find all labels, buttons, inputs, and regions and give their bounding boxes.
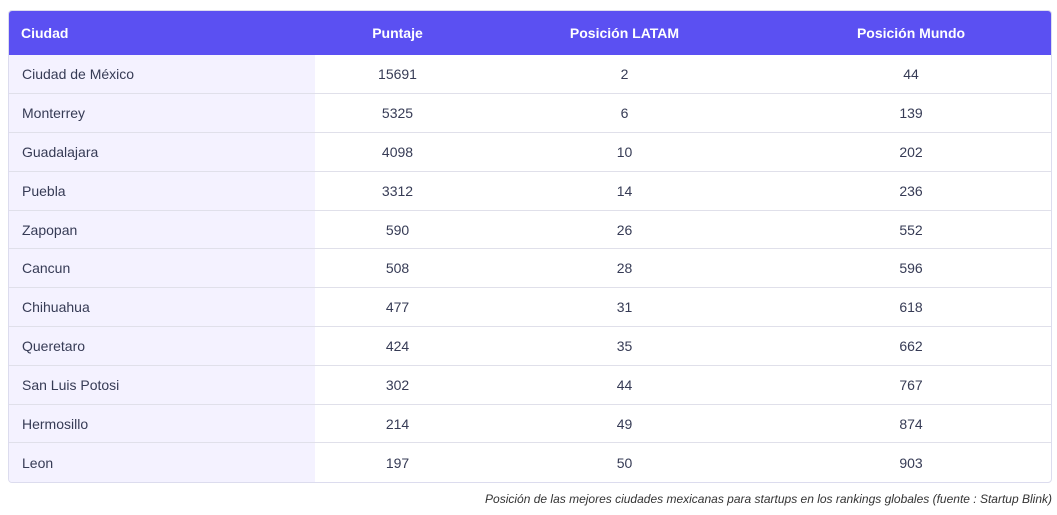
cell-city: Cancun xyxy=(9,248,315,288)
table-row: Guadalajara 4098 10 202 xyxy=(9,132,1051,172)
cell-latam: 10 xyxy=(480,132,769,172)
cell-city: Chihuahua xyxy=(9,287,315,327)
cell-latam: 28 xyxy=(480,248,769,288)
cell-latam: 26 xyxy=(480,209,769,249)
table-body: Ciudad de México 15691 2 44 Monterrey 53… xyxy=(9,55,1051,482)
cell-city: Monterrey xyxy=(9,93,315,133)
cell-world: 236 xyxy=(769,170,1051,211)
cell-latam: 31 xyxy=(480,287,769,327)
cell-score: 590 xyxy=(315,209,480,249)
cell-city: Guadalajara xyxy=(9,132,315,172)
cell-world: 662 xyxy=(769,326,1051,366)
header-world: Posición Mundo xyxy=(856,25,966,41)
table-row: Chihuahua 477 31 618 xyxy=(9,287,1051,327)
cell-latam: 2 xyxy=(620,66,629,83)
cell-world: 903 xyxy=(769,442,1051,482)
table-row: Queretaro 424 35 662 xyxy=(9,326,1051,366)
cell-score: 214 xyxy=(315,403,480,443)
cell-world: 44 xyxy=(903,66,919,83)
table-row: San Luis Potosi 302 44 767 xyxy=(9,364,1051,405)
cell-city: Puebla xyxy=(9,170,315,211)
cell-world: 767 xyxy=(769,364,1051,405)
header-score: Puntaje xyxy=(372,25,423,41)
cell-city: San Luis Potosi xyxy=(9,364,315,405)
table-header: Ciudad Puntaje Posición LATAM Posición M… xyxy=(9,11,1051,55)
header-latam: Posición LATAM xyxy=(569,25,680,41)
cell-city: Ciudad de México xyxy=(9,55,315,94)
cell-world: 618 xyxy=(769,287,1051,327)
cell-world: 202 xyxy=(769,132,1051,172)
rankings-table: Ciudad Puntaje Posición LATAM Posición M… xyxy=(9,11,1051,482)
cell-world: 552 xyxy=(769,209,1051,249)
cell-score: 508 xyxy=(315,248,480,288)
cell-score: 15691 xyxy=(378,66,417,83)
table-row: Leon 197 50 903 xyxy=(9,442,1051,482)
cell-latam: 14 xyxy=(480,170,769,211)
cell-world: 596 xyxy=(769,248,1051,288)
cell-city: Zapopan xyxy=(9,209,315,249)
rankings-table-container: Ciudad Puntaje Posición LATAM Posición M… xyxy=(8,10,1052,483)
cell-city: Hermosillo xyxy=(9,403,315,443)
cell-latam: 49 xyxy=(480,403,769,443)
table-caption: Posición de las mejores ciudades mexican… xyxy=(485,492,1052,506)
cell-latam: 44 xyxy=(480,364,769,405)
cell-world: 139 xyxy=(769,93,1051,133)
cell-score: 4098 xyxy=(315,132,480,172)
cell-score: 302 xyxy=(315,364,480,405)
table-row: Cancun 508 28 596 xyxy=(9,248,1051,288)
table-row: Monterrey 5325 6 139 xyxy=(9,93,1051,133)
cell-score: 5325 xyxy=(315,93,480,133)
table-row: Ciudad de México 15691 2 44 xyxy=(9,55,1051,94)
cell-world: 874 xyxy=(769,403,1051,443)
cell-latam: 50 xyxy=(480,442,769,482)
table-row: Zapopan 590 26 552 xyxy=(9,209,1051,249)
cell-latam: 35 xyxy=(480,326,769,366)
cell-score: 424 xyxy=(315,326,480,366)
cell-city: Queretaro xyxy=(9,326,315,366)
cell-score: 197 xyxy=(315,442,480,482)
header-city: Ciudad xyxy=(21,25,69,41)
table-row: Hermosillo 214 49 874 xyxy=(9,403,1051,443)
cell-city: Leon xyxy=(9,442,315,482)
cell-score: 3312 xyxy=(315,170,480,211)
table-row: Puebla 3312 14 236 xyxy=(9,170,1051,211)
cell-latam: 6 xyxy=(480,93,769,133)
cell-score: 477 xyxy=(315,287,480,327)
header-row: Ciudad Puntaje Posición LATAM Posición M… xyxy=(9,11,1051,55)
